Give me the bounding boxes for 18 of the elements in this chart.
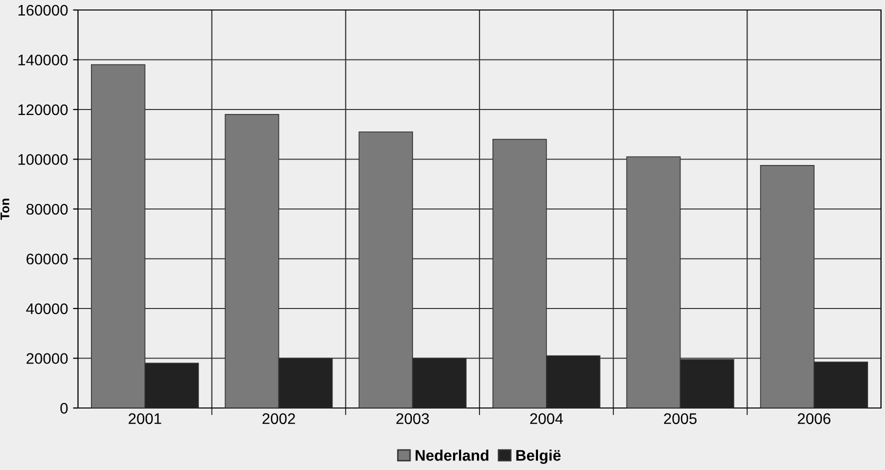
y-tick-label: 140000 [18,54,68,66]
y-tick-label: 120000 [18,104,68,116]
y-tick-label: 80000 [26,204,68,215]
y-axis-title: Ton [0,198,10,220]
x-tick-label: 2004 [530,413,563,424]
legend-label: Nederland [416,450,488,461]
y-tick-label: 20000 [26,353,68,364]
y-tick-label: 60000 [26,254,68,264]
y-tick-label: 100000 [18,154,68,165]
x-tick-label: 2005 [664,413,697,424]
x-tick-label: 2002 [262,413,295,424]
x-tick-label: 2006 [798,413,830,424]
y-tick-label: 160000 [18,4,68,16]
x-tick-label: 2001 [128,413,162,424]
y-tick-label: 0 [60,402,68,414]
y-tick-label: 40000 [26,303,68,314]
legend-label: België [516,450,561,464]
x-tick-label: 2003 [396,413,429,424]
